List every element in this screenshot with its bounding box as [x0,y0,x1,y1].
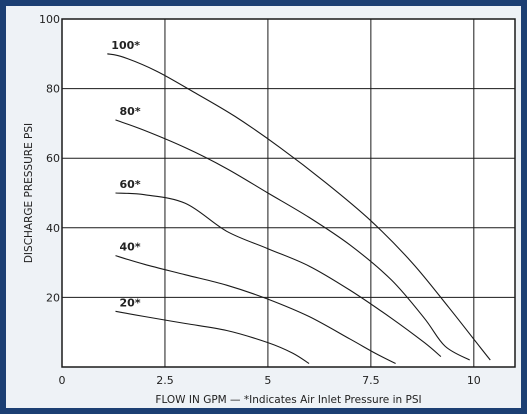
plot-area [61,18,516,368]
grid [61,18,516,368]
curve-3 [115,255,396,364]
curve-label-0: 100* [111,39,140,52]
curve-label-4: 20* [120,296,141,309]
x-tick-label-1: 2.5 [156,374,174,387]
chart-frame: 100* 80* 60* 40* 20* 0 2.5 5 7.5 10 20 40 60 80 100 … [6,6,521,408]
y-tick-label-0: 20 [46,291,60,304]
y-tick-label-1: 40 [46,222,60,235]
y-tick-label-3: 80 [46,83,60,96]
curves [107,53,491,364]
y-tick-label-2: 60 [46,152,60,165]
x-tick-label-3: 7.5 [362,374,380,387]
y-tick-labels: 20 40 60 80 100 [39,13,60,304]
x-tick-label-0: 0 [59,374,66,387]
y-tick-label-4: 100 [39,13,60,26]
curve-label-3: 40* [120,241,141,254]
x-tick-label-4: 10 [467,374,481,387]
curve-label-1: 80* [120,105,141,118]
curve-label-2: 60* [120,178,141,191]
pump-performance-chart: 100*80*60*40*20* 0 2.5 5 7.5 10 20406080100 … [23,13,516,406]
curve-0 [107,53,491,361]
curve-2 [115,192,442,358]
curve-1 [115,119,470,361]
curve-labels: 100* 80* 60* 40* 20* [111,39,141,310]
x-tick-label-2: 5 [264,374,271,387]
x-axis-title: FLOW IN GPM — *Indicates Air Inlet Press… [155,394,421,406]
x-tick-labels: 0 2.5 5 7.5 10 [59,374,481,387]
curve-4 [115,310,310,364]
y-axis-title: DISCHARGE PRESSURE PSI [23,123,35,263]
